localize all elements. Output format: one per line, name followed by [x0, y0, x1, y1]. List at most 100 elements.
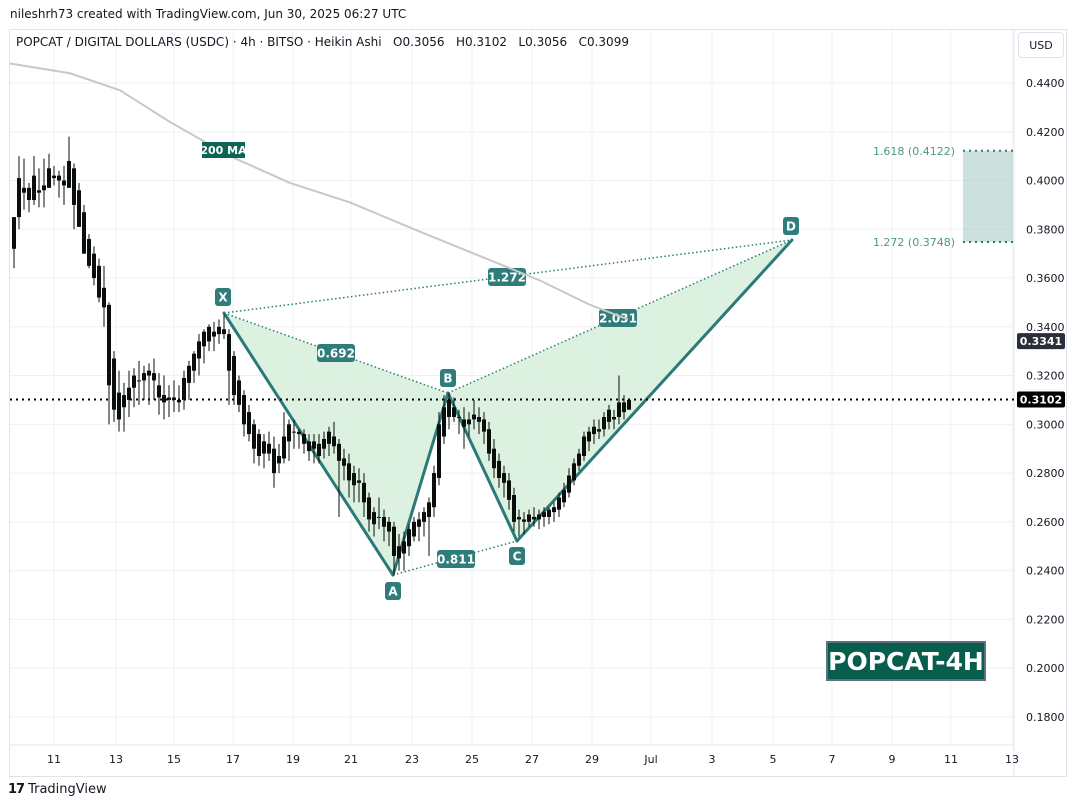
candle-body [377, 516, 381, 518]
candle-body [597, 429, 601, 432]
candle-body [577, 453, 581, 466]
time-axis-label: 3 [709, 753, 716, 766]
ratio-label-0692[interactable]: 0.692 [317, 344, 355, 362]
candle-body [17, 178, 21, 218]
candle-body [432, 473, 436, 508]
candle-body [242, 395, 246, 425]
low-value: 0.3056 [525, 35, 568, 49]
candle-body [607, 409, 611, 422]
time-axis[interactable]: 11 13 15 17 19 21 23 25 27 29 Jul 3 5 7 9 11 13 [47, 753, 1019, 766]
candle-body [142, 373, 146, 381]
point-label-b-text: B [443, 372, 452, 386]
candle-body [527, 514, 531, 522]
ratio-label-1272-text: 1.272 [488, 271, 526, 285]
point-label-d[interactable]: D [783, 217, 799, 235]
candle-body [212, 331, 216, 337]
candle-body [157, 385, 161, 398]
candle-body [357, 480, 361, 483]
candle-body [117, 392, 121, 420]
ratio-label-0811-bg [437, 550, 475, 568]
candle-body [437, 424, 441, 478]
ma-200-line [9, 62, 629, 321]
price-axis-label: 0.2800 [1026, 467, 1065, 480]
point-label-x-bg [215, 288, 231, 306]
chart-credit: nileshrh73 created with TradingView.com,… [10, 7, 407, 21]
current-price-badge [1017, 391, 1065, 408]
point-label-x-text: X [218, 291, 228, 305]
candle-body [37, 190, 41, 193]
time-axis-label: 7 [829, 753, 836, 766]
candle-body [127, 387, 131, 400]
price-axis-label: 0.2000 [1026, 662, 1065, 675]
candle-body [327, 431, 331, 444]
price-axis-label: 0.2400 [1026, 565, 1065, 578]
candle-body [112, 358, 116, 410]
ratio-label-0811-text: 0.811 [437, 553, 475, 567]
ratio-label-2031[interactable]: 2.031 [599, 309, 637, 327]
candle-body [582, 436, 586, 457]
point-label-a-bg [385, 582, 401, 600]
point-label-d-text: D [786, 220, 796, 234]
price-axis-label: 0.3200 [1026, 370, 1065, 383]
ratio-label-1272-bg [488, 268, 526, 286]
ratio-label-2031-bg [599, 309, 637, 327]
point-label-b[interactable]: B [440, 369, 456, 387]
ratio-label-2031-text: 2.031 [599, 312, 637, 326]
candle-body [417, 519, 421, 527]
candle-body [362, 482, 366, 503]
candle-body [522, 519, 526, 522]
price-axis-label: 0.1800 [1026, 711, 1065, 724]
ma-price-badge-text: 0.3341 [1020, 335, 1062, 348]
symbol-watermark: POPCAT-4H [826, 641, 986, 681]
candle-body [332, 436, 336, 447]
candle-body [367, 497, 371, 520]
harmonic-pattern[interactable]: X A B C D 0.692 0.811 2.031 1.272 [215, 217, 799, 600]
candle-body [177, 399, 181, 403]
candle-body [477, 417, 481, 422]
symbol-title[interactable]: POPCAT / DIGITAL DOLLARS (USDC) · 4h · B… [16, 35, 382, 49]
candle-body [497, 460, 501, 478]
ratio-label-0811[interactable]: 0.811 [437, 550, 475, 568]
candle-body [182, 377, 186, 400]
ma-label-bg [202, 142, 245, 158]
high-value: 0.3102 [464, 35, 507, 49]
tradingview-logo[interactable]: 17 TradingView [8, 782, 107, 797]
candle-body [562, 490, 566, 503]
point-label-x[interactable]: X [215, 288, 231, 306]
time-axis-label: 25 [465, 753, 479, 766]
candle-body [237, 380, 241, 405]
candle-body [152, 373, 156, 381]
currency-button[interactable]: USD [1018, 32, 1064, 58]
candle-body [67, 161, 71, 188]
candle-body [457, 417, 461, 419]
candle-body [27, 187, 31, 201]
candle-body [47, 168, 51, 188]
candle-body [627, 399, 631, 410]
time-axis-label: 11 [944, 753, 958, 766]
candle-body [537, 514, 541, 520]
point-label-a[interactable]: A [385, 582, 401, 600]
price-axis-label: 0.3800 [1026, 223, 1065, 236]
close-value: 0.3099 [586, 35, 629, 49]
candle-body [552, 507, 556, 513]
candle-body [207, 326, 211, 342]
candle-body [542, 512, 546, 517]
candle-body [447, 399, 451, 418]
ma-price-badge [1017, 333, 1065, 350]
candle-body [512, 495, 516, 522]
candle-body [312, 441, 316, 449]
candle-body [202, 331, 206, 347]
price-axis-label: 0.3000 [1026, 418, 1065, 431]
candle-body [222, 329, 226, 335]
price-axis[interactable]: 0.4400 0.4200 0.4000 0.3800 0.3600 0.3400 0.32… [1026, 77, 1065, 724]
point-label-c[interactable]: C [509, 547, 525, 565]
candle-body [57, 175, 61, 181]
point-label-c-text: C [513, 550, 522, 564]
candle-body [197, 341, 201, 359]
target-label-1618: 1.618 (0.4122) [873, 145, 955, 158]
candle-body [102, 287, 106, 308]
candles [12, 136, 631, 576]
ratio-label-1272[interactable]: 1.272 [488, 268, 526, 286]
candle-body [302, 434, 306, 444]
